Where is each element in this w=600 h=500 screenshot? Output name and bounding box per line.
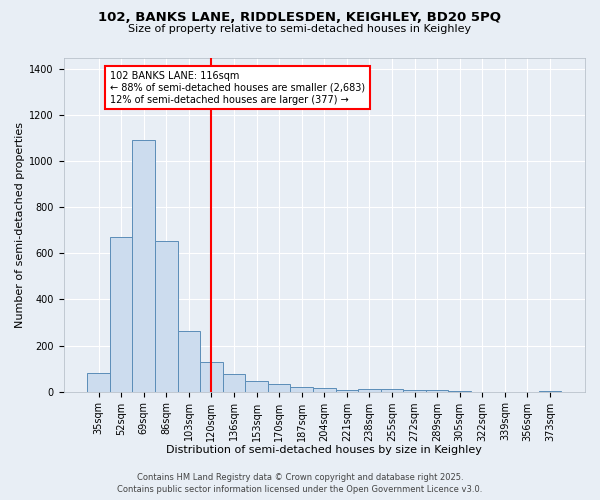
Bar: [426, 390, 448, 392]
Text: Contains HM Land Registry data © Crown copyright and database right 2025.
Contai: Contains HM Land Registry data © Crown c…: [118, 472, 482, 494]
Bar: [178, 330, 200, 392]
Bar: [358, 389, 380, 392]
Text: 102, BANKS LANE, RIDDLESDEN, KEIGHLEY, BD20 5PQ: 102, BANKS LANE, RIDDLESDEN, KEIGHLEY, B…: [98, 11, 502, 24]
Text: Size of property relative to semi-detached houses in Keighley: Size of property relative to semi-detach…: [128, 24, 472, 34]
X-axis label: Distribution of semi-detached houses by size in Keighley: Distribution of semi-detached houses by …: [166, 445, 482, 455]
Y-axis label: Number of semi-detached properties: Number of semi-detached properties: [15, 122, 25, 328]
Bar: [223, 374, 245, 392]
Bar: [87, 373, 110, 392]
Bar: [155, 240, 178, 392]
Bar: [268, 384, 290, 392]
Bar: [290, 386, 313, 392]
Bar: [335, 390, 358, 392]
Bar: [110, 237, 133, 392]
Text: 102 BANKS LANE: 116sqm
← 88% of semi-detached houses are smaller (2,683)
12% of : 102 BANKS LANE: 116sqm ← 88% of semi-det…: [110, 72, 365, 104]
Bar: [313, 388, 335, 392]
Bar: [245, 381, 268, 392]
Bar: [133, 140, 155, 392]
Bar: [403, 390, 426, 392]
Bar: [200, 362, 223, 392]
Bar: [448, 391, 471, 392]
Bar: [380, 390, 403, 392]
